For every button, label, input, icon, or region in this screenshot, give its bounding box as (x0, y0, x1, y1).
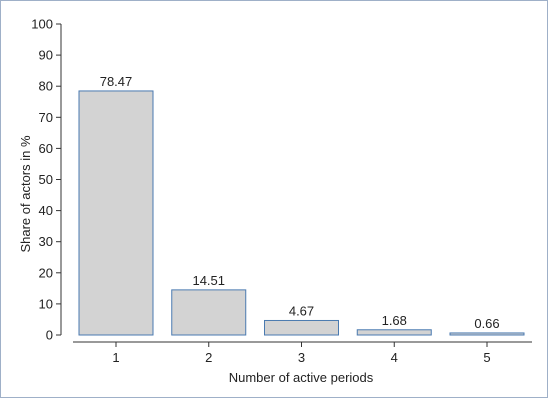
y-tick-label: 20 (39, 265, 53, 280)
bar-value-label: 1.68 (382, 313, 407, 328)
y-tick-label: 50 (39, 172, 53, 187)
data-labels-group: 78.47 14.51 4.67 1.68 0.66 (100, 74, 500, 331)
x-tick-label: 2 (205, 350, 212, 365)
bar-value-label: 14.51 (192, 273, 225, 288)
bar (449, 332, 525, 336)
y-axis-title: Share of actors in % (18, 135, 33, 252)
x-tick-label: 1 (112, 350, 119, 365)
y-axis: 0 10 20 30 40 50 60 70 80 90 100 (31, 17, 62, 343)
y-tick-label: 40 (39, 203, 53, 218)
x-tick-label: 4 (391, 350, 398, 365)
bar (356, 329, 432, 336)
bar-value-label: 4.67 (289, 303, 314, 318)
y-tick-label: 100 (31, 17, 53, 32)
bar (171, 289, 247, 336)
y-tick-label: 80 (39, 79, 53, 94)
x-axis: 1 2 3 4 5 (73, 341, 532, 365)
y-tick-label: 70 (39, 110, 53, 125)
bar (264, 319, 339, 336)
bar-value-label: 78.47 (100, 74, 133, 89)
x-tick-label: 3 (298, 350, 305, 365)
x-axis-title: Number of active periods (229, 370, 374, 385)
y-tick-label: 90 (39, 48, 53, 63)
y-tick-label: 60 (39, 141, 53, 156)
bar-value-label: 0.66 (474, 316, 499, 331)
y-tick-label: 10 (39, 296, 53, 311)
y-tick-label: 0 (46, 328, 53, 343)
bar (78, 90, 154, 336)
bars-group (78, 90, 525, 336)
x-tick-label: 5 (483, 350, 490, 365)
y-tick-label: 30 (39, 234, 53, 249)
